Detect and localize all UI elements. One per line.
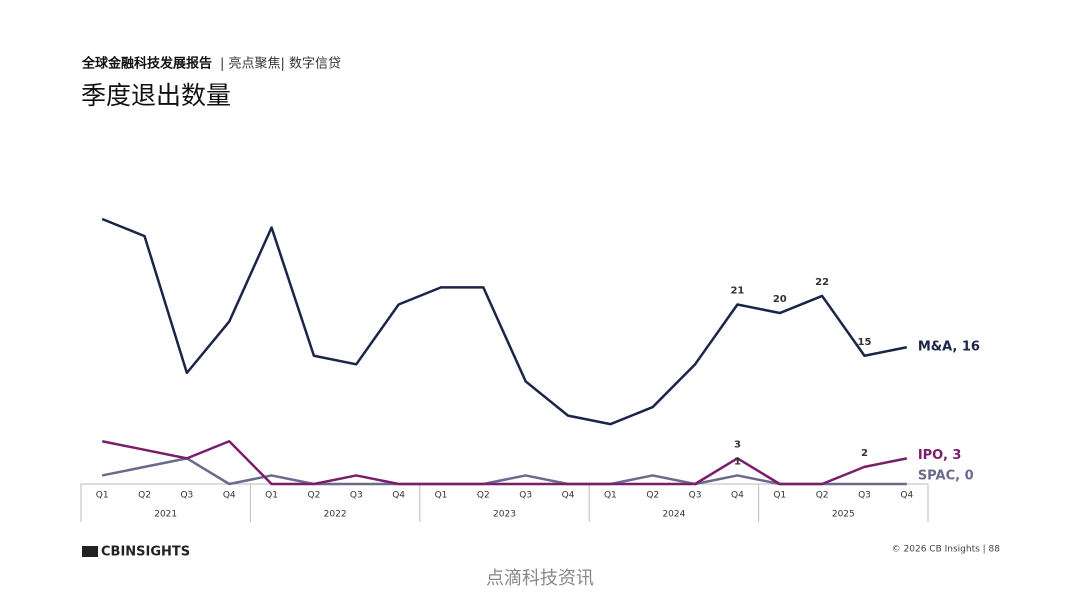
watermark: 点滴科技资讯 [486,568,594,589]
x-tick-label: Q2 [138,491,151,501]
x-tick-label: Q4 [562,491,575,501]
x-tick-label: Q1 [435,491,448,501]
x-tick-label: Q4 [731,491,744,501]
x-tick-label: Q4 [392,491,405,501]
series-line [101,440,908,486]
x-tick-label: Q3 [858,491,871,501]
x-tick-label: Q1 [604,491,617,501]
series-end-label: IPO, 3 [918,448,962,463]
x-tick-label: Q2 [646,491,659,501]
x-tick-label: Q1 [96,491,109,501]
value-label: 22 [815,277,829,288]
year-label: 2024 [662,510,685,520]
value-label: 21 [730,285,744,296]
chart-title: 季度退出数量 [81,81,231,110]
series-end-label: SPAC, 0 [918,469,974,484]
year-label: 2023 [493,510,516,520]
year-label: 2022 [324,510,347,520]
logo-icon [82,546,98,557]
year-label: 2025 [832,510,855,520]
value-label: 1 [734,456,741,467]
copyright: © 2026 CB Insights | 88 [892,545,1001,555]
value-label: 20 [773,294,787,305]
x-tick-label: Q3 [350,491,363,501]
x-tick-label: Q2 [816,491,829,501]
x-tick-label: Q1 [265,491,278,501]
value-label: 15 [858,337,872,348]
series-line [101,457,907,486]
value-label: 3 [734,439,741,450]
logo-text: CBINSIGHTS [101,545,190,560]
x-tick-label: Q3 [180,491,193,501]
series-end-label: M&A, 16 [918,340,980,355]
section-name: | 亮点聚焦| 数字信贷 [220,56,341,72]
value-label: 2 [861,448,868,459]
x-tick-label: Q2 [477,491,490,501]
x-tick-label: Q3 [689,491,702,501]
x-tick-label: Q3 [519,491,532,501]
report-name: 全球金融科技发展报告 [81,56,212,72]
x-tick-label: Q4 [223,491,236,501]
series-line [101,217,908,426]
x-tick-label: Q1 [773,491,786,501]
year-label: 2021 [154,510,177,520]
x-tick-label: Q4 [900,491,913,501]
x-tick-label: Q2 [308,491,321,501]
